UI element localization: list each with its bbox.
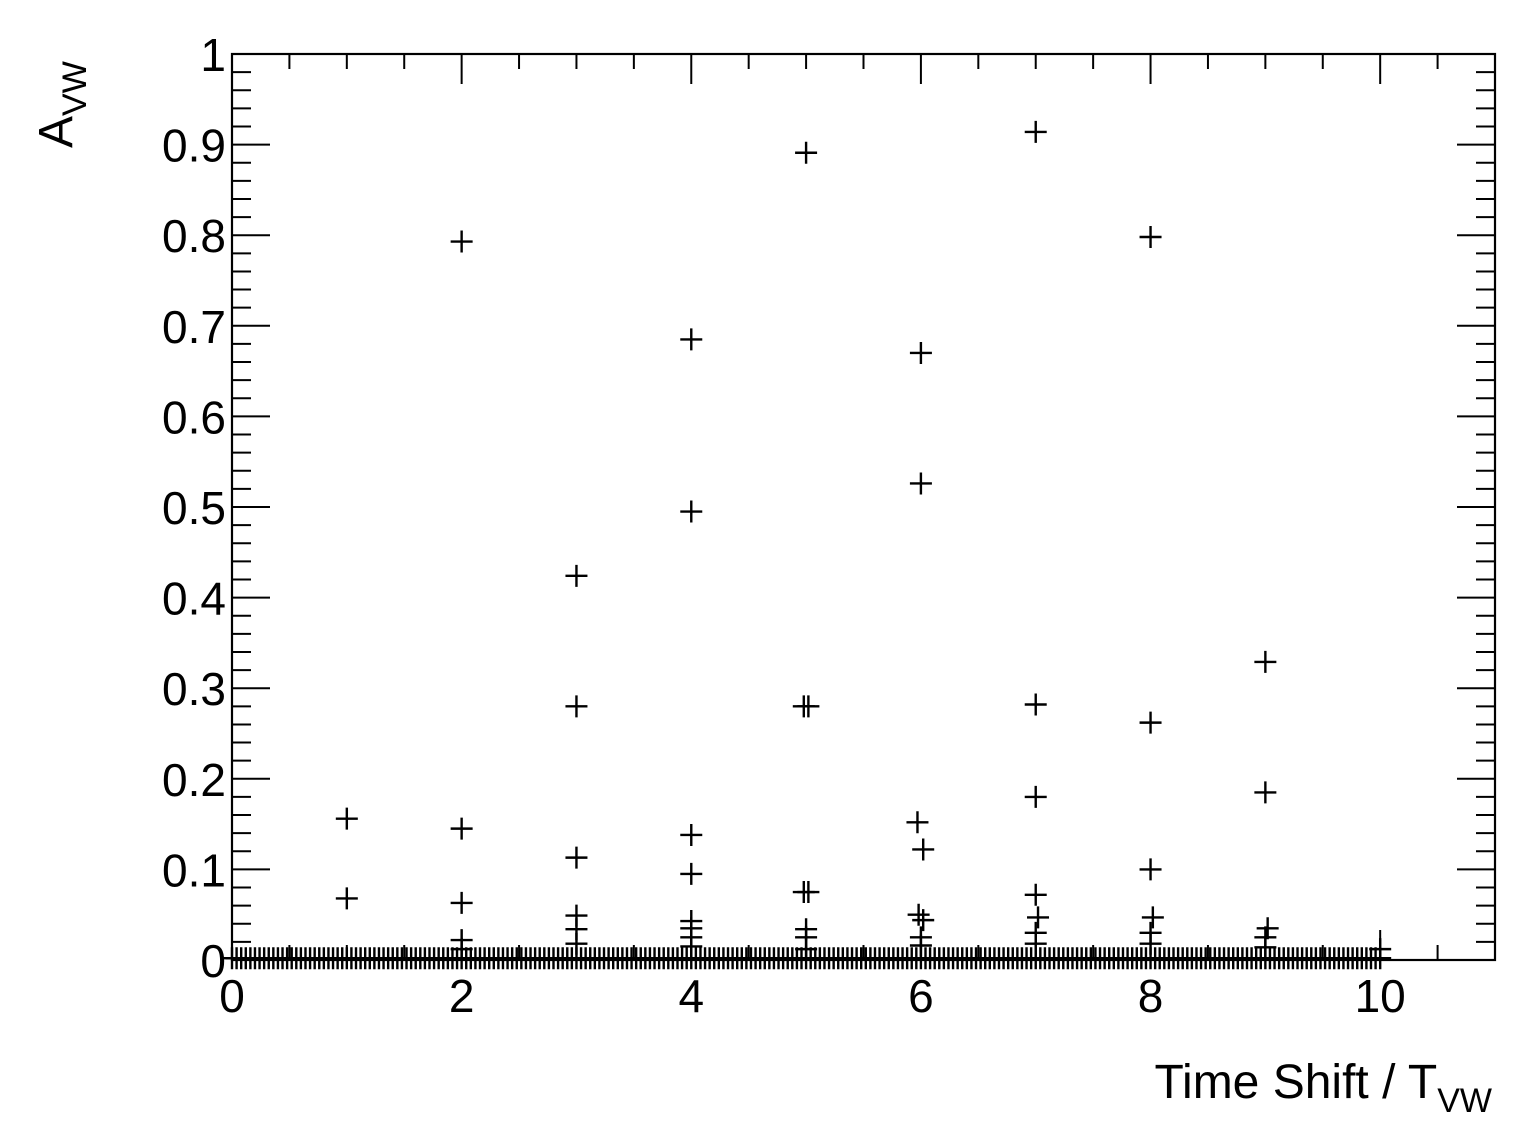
data-point [450, 817, 473, 840]
data-point [906, 811, 929, 834]
y-tick-label: 0.1 [162, 844, 226, 896]
data-point [1024, 120, 1047, 143]
x-axis-title-main: Time Shift / T [1154, 1056, 1437, 1109]
plot-frame [230, 52, 1497, 962]
y-tick-label: 0.8 [162, 210, 226, 262]
y-tick-label: 0.2 [162, 754, 226, 806]
x-axis-title: Time Shift / TVW [1154, 1056, 1492, 1120]
data-point [797, 695, 820, 718]
data-point [565, 846, 588, 869]
data-point [335, 807, 358, 830]
data-point [1254, 781, 1277, 804]
data-point [680, 823, 703, 846]
data-point [450, 891, 473, 914]
axis-ticks [231, 53, 1496, 961]
y-tick-label: 0.6 [162, 391, 226, 443]
x-tick-label: 2 [449, 970, 475, 1022]
data-point [795, 141, 818, 164]
data-point [797, 881, 820, 904]
y-tick-label: 0.3 [162, 663, 226, 715]
data-point [907, 903, 930, 926]
data-point [1024, 883, 1047, 906]
baseline-point [1369, 947, 1392, 970]
data-point [335, 887, 358, 910]
data-point [1141, 906, 1164, 929]
x-tick-labels: 0 2 4 6 8 10 [219, 970, 1406, 1022]
y-tick-label: 0.9 [162, 120, 226, 172]
data-point [909, 341, 932, 364]
y-tick-label: 0.4 [162, 573, 226, 625]
y-tick-labels: 0 0.1 0.2 0.3 0.4 0.5 0.6 0.7 0.8 0.9 1 [162, 29, 226, 987]
data-point [1139, 858, 1162, 881]
x-axis-title-sub: VW [1437, 1082, 1492, 1120]
data-point [909, 472, 932, 495]
y-tick-label: 0.7 [162, 301, 226, 353]
y-tick-label: 0 [200, 935, 226, 987]
data-point [912, 838, 935, 861]
data-point [680, 500, 703, 523]
y-tick-label: 1 [200, 29, 226, 81]
x-tick-label: 10 [1355, 970, 1406, 1022]
x-tick-label: 8 [1138, 970, 1164, 1022]
data-point [1254, 650, 1277, 673]
x-tick-label: 0 [219, 970, 245, 1022]
y-axis-title: AVW [30, 61, 94, 148]
data-point [450, 230, 473, 253]
data-point [565, 695, 588, 718]
data-point [1027, 906, 1050, 929]
data-point [1139, 711, 1162, 734]
data-point [1256, 917, 1279, 940]
data-point [680, 862, 703, 885]
data-point [680, 328, 703, 351]
data-markers [335, 120, 1392, 961]
data-point [565, 564, 588, 587]
y-axis-title-sub: VW [56, 61, 94, 116]
baseline-markers [221, 947, 1392, 970]
data-point [1024, 785, 1047, 808]
y-axis-title-main: A [30, 116, 83, 148]
data-point [912, 909, 935, 932]
x-tick-label: 4 [678, 970, 704, 1022]
data-point [1139, 226, 1162, 249]
x-tick-label: 6 [908, 970, 934, 1022]
data-point [1024, 693, 1047, 716]
y-tick-label: 0.5 [162, 482, 226, 534]
